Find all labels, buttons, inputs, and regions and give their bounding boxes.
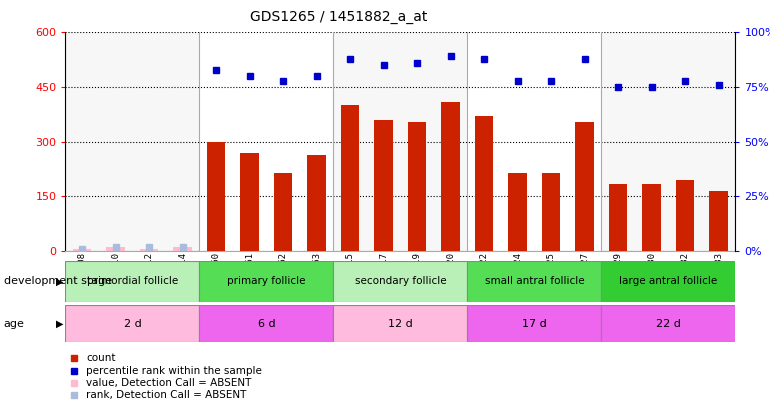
Bar bbox=[508, 173, 527, 251]
Bar bbox=[467, 305, 601, 342]
Text: large antral follicle: large antral follicle bbox=[619, 277, 718, 286]
Text: percentile rank within the sample: percentile rank within the sample bbox=[86, 366, 262, 375]
Bar bbox=[601, 261, 735, 302]
Text: secondary follicle: secondary follicle bbox=[355, 277, 446, 286]
Text: ▶: ▶ bbox=[55, 319, 63, 328]
Bar bbox=[575, 122, 594, 251]
Bar bbox=[65, 305, 199, 342]
Bar bbox=[374, 120, 393, 251]
Text: primary follicle: primary follicle bbox=[227, 277, 306, 286]
Text: GDS1265 / 1451882_a_at: GDS1265 / 1451882_a_at bbox=[250, 10, 427, 24]
Bar bbox=[333, 32, 467, 251]
Bar bbox=[333, 261, 467, 302]
Text: count: count bbox=[86, 354, 115, 363]
Text: 6 d: 6 d bbox=[258, 319, 275, 328]
Bar bbox=[601, 305, 735, 342]
Text: development stage: development stage bbox=[4, 277, 112, 286]
Text: primordial follicle: primordial follicle bbox=[87, 277, 178, 286]
Bar bbox=[467, 261, 601, 302]
Bar bbox=[274, 173, 293, 251]
Bar bbox=[642, 184, 661, 251]
Bar bbox=[240, 153, 259, 251]
Bar bbox=[65, 32, 199, 251]
Bar bbox=[676, 180, 695, 251]
Bar bbox=[199, 305, 333, 342]
Text: 22 d: 22 d bbox=[656, 319, 681, 328]
Text: 17 d: 17 d bbox=[522, 319, 547, 328]
Bar bbox=[207, 142, 226, 251]
Bar bbox=[542, 173, 561, 251]
Bar bbox=[173, 247, 192, 251]
Bar bbox=[609, 184, 628, 251]
Bar bbox=[199, 261, 333, 302]
Bar bbox=[341, 105, 360, 251]
Bar bbox=[601, 32, 735, 251]
Bar bbox=[475, 116, 494, 251]
Bar bbox=[441, 102, 460, 251]
Text: ▶: ▶ bbox=[55, 277, 63, 286]
Bar bbox=[106, 247, 125, 251]
Bar bbox=[333, 305, 467, 342]
Text: small antral follicle: small antral follicle bbox=[484, 277, 584, 286]
Bar bbox=[307, 154, 326, 251]
Text: 2 d: 2 d bbox=[123, 319, 142, 328]
Bar bbox=[408, 122, 427, 251]
Text: 12 d: 12 d bbox=[388, 319, 413, 328]
Text: rank, Detection Call = ABSENT: rank, Detection Call = ABSENT bbox=[86, 390, 246, 400]
Text: age: age bbox=[4, 319, 25, 328]
Bar bbox=[65, 261, 199, 302]
Text: value, Detection Call = ABSENT: value, Detection Call = ABSENT bbox=[86, 378, 252, 388]
Bar bbox=[709, 191, 728, 251]
Bar bbox=[73, 249, 92, 251]
Bar bbox=[140, 249, 159, 251]
